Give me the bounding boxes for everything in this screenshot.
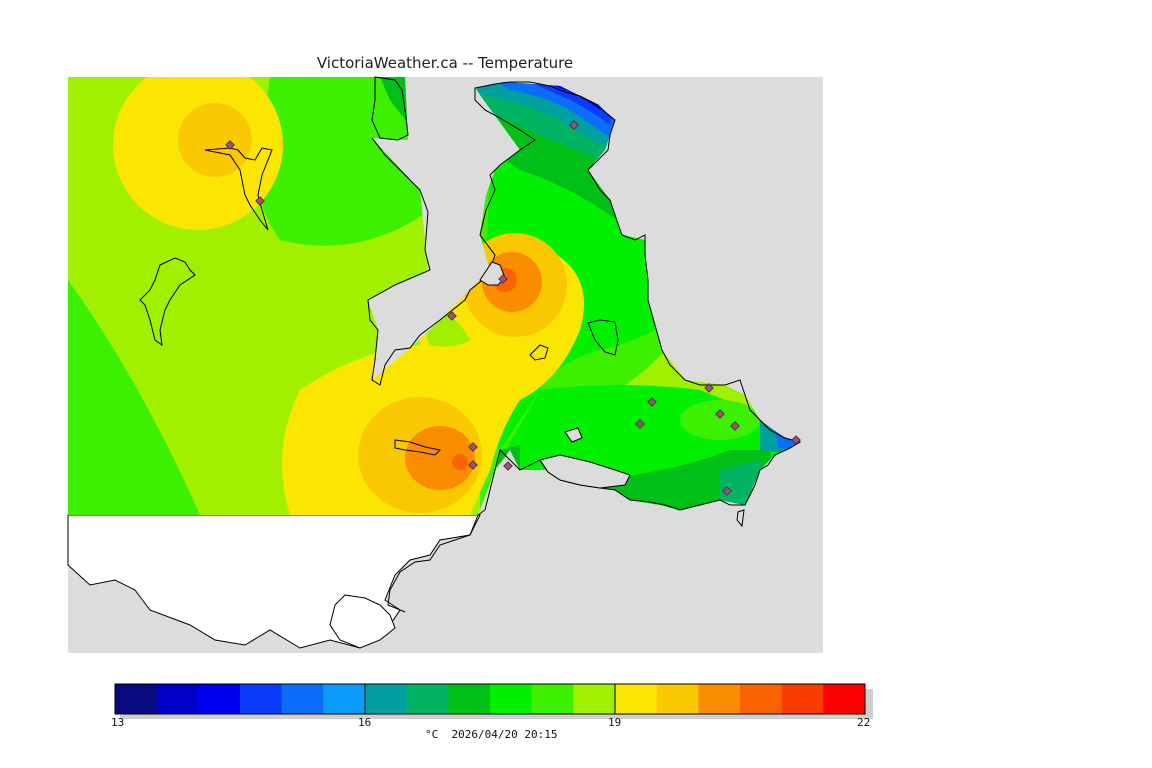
colorbar-swatch <box>531 684 574 714</box>
station-marker[interactable] <box>704 383 714 393</box>
colorbar-label-16: 16 <box>358 716 372 729</box>
colorbar-swatch <box>823 684 866 714</box>
colorbar-swatch <box>365 684 408 714</box>
station-marker[interactable] <box>569 120 579 130</box>
coastline-main <box>367 81 802 516</box>
station-marker[interactable] <box>730 421 740 431</box>
station-marker[interactable] <box>503 461 513 471</box>
colorbar-swatch <box>740 684 783 714</box>
units-timestamp: °C 2026/04/20 20:15 <box>425 728 558 741</box>
colorbar-swatch <box>323 684 366 714</box>
station-marker[interactable] <box>791 435 801 445</box>
colorbar-label-22: 22 <box>857 716 871 729</box>
north-island <box>371 76 409 141</box>
colorbar-swatch <box>615 684 658 714</box>
colorbar-swatch <box>490 684 533 714</box>
colorbar-swatch <box>115 684 158 714</box>
coastline-south <box>387 514 479 613</box>
station-marker[interactable] <box>255 196 265 206</box>
colorbar-swatch <box>781 684 824 714</box>
colorbar-swatch <box>156 684 199 714</box>
colorbar-swatch <box>198 684 241 714</box>
colorbar-swatch <box>573 684 616 714</box>
colorbar-swatch <box>240 684 283 714</box>
colorbar-swatch <box>448 684 491 714</box>
lagoon <box>539 454 631 489</box>
west-island <box>139 257 196 347</box>
colorbar <box>114 683 866 715</box>
station-marker[interactable] <box>468 442 478 452</box>
station-marker[interactable] <box>498 274 508 284</box>
colorbar-swatch <box>656 684 699 714</box>
colorbar-swatch <box>698 684 741 714</box>
southeast-rock <box>736 509 745 528</box>
east-island <box>587 319 619 356</box>
inlet-island <box>394 439 442 456</box>
colorbar-label-13: 13 <box>111 716 125 729</box>
colorbar-swatch <box>281 684 324 714</box>
colorbar-border <box>114 683 866 715</box>
station-marker[interactable] <box>447 311 457 321</box>
station-markers <box>225 120 801 496</box>
station-marker[interactable] <box>225 140 235 150</box>
coastline-north-inlet <box>204 147 273 231</box>
map-title: VictoriaWeather.ca -- Temperature <box>316 54 574 72</box>
south-island <box>329 594 396 649</box>
small-island <box>529 344 549 361</box>
colorbar-label-19: 19 <box>608 716 622 729</box>
station-marker[interactable] <box>468 460 478 470</box>
station-marker[interactable] <box>635 419 645 429</box>
station-marker[interactable] <box>715 409 725 419</box>
harbour-spit <box>564 427 583 443</box>
station-marker[interactable] <box>647 397 657 407</box>
colorbar-swatch <box>406 684 449 714</box>
station-marker[interactable] <box>722 486 732 496</box>
